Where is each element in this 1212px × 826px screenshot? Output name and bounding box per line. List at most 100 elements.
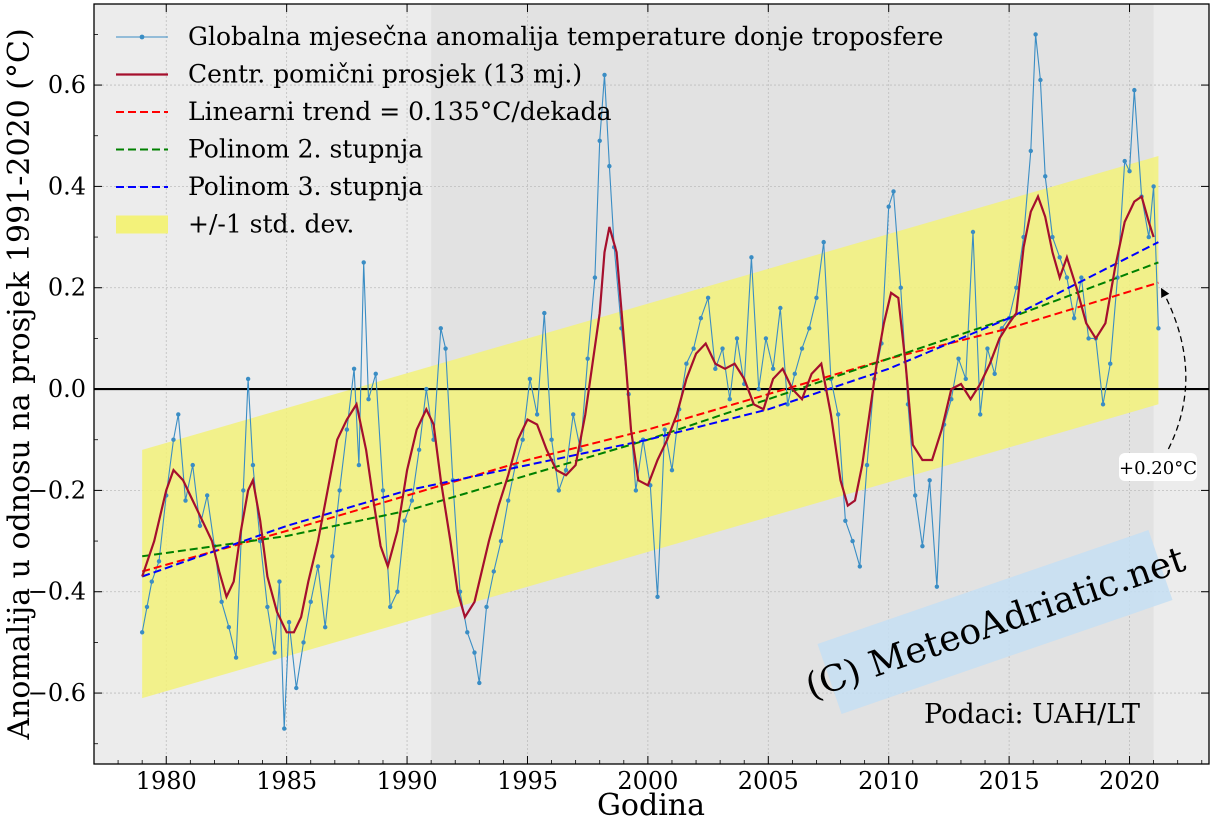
legend-label: +/-1 std. dev. [188, 210, 354, 239]
monthly-anomaly-point [233, 655, 239, 660]
monthly-anomaly-point [807, 326, 812, 331]
monthly-anomaly-point [388, 604, 393, 610]
monthly-anomaly-point [361, 260, 366, 265]
monthly-anomaly-point [571, 412, 576, 417]
x-tick-label: 2015 [979, 767, 1040, 795]
trend-line [141, 281, 1159, 573]
monthly-anomaly-point [1100, 402, 1106, 407]
monthly-anomaly-point [139, 630, 145, 635]
monthly-anomaly-point [330, 554, 335, 559]
monthly-anomaly-point [498, 538, 504, 544]
monthly-anomaly-point [477, 680, 482, 686]
monthly-anomaly-point [585, 356, 590, 361]
monthly-anomaly-point [1033, 32, 1038, 37]
monthly-anomaly-point [891, 189, 896, 194]
monthly-anomaly-point [1043, 174, 1048, 179]
legend-label: Centr. pomični prosjek (13 mj.) [188, 60, 582, 89]
monthly-anomaly-point [1086, 336, 1091, 341]
monthly-anomaly-point [171, 437, 176, 442]
monthly-anomaly-point [556, 488, 561, 493]
monthly-anomaly-point [607, 163, 612, 169]
monthly-anomaly-point [144, 604, 150, 610]
monthly-anomaly-point [176, 412, 181, 417]
monthly-anomaly-point [286, 619, 292, 625]
monthly-anomaly-point [1122, 158, 1127, 164]
x-tick-label: 1980 [136, 767, 197, 795]
axes: 1980 1985 1990 1995 2000 2005 2010 2015 2020 −0.6… [28, 4, 1209, 795]
monthly-anomaly-point [705, 295, 711, 301]
trend-arrow [1160, 287, 1187, 450]
legend: Globalna mjesečna anomalija temperature … [116, 22, 943, 239]
monthly-anomaly-point [927, 478, 932, 483]
monthly-anomaly-point [190, 462, 195, 468]
monthly-anomaly-point [1064, 275, 1070, 280]
x-tick-label: 2000 [617, 767, 678, 795]
monthly-anomaly-point [655, 594, 660, 599]
monthly-anomaly-point [633, 488, 639, 493]
monthly-anomaly-point [183, 498, 188, 503]
monthly-anomaly-point [219, 599, 224, 605]
monthly-anomaly-point [1071, 315, 1077, 321]
y-tick-label: 0.4 [48, 172, 86, 200]
monthly-anomaly-point [241, 488, 246, 493]
monthly-anomaly-point [272, 650, 277, 655]
monthly-anomaly-point [978, 412, 983, 417]
monthly-anomaly-point [850, 538, 855, 544]
monthly-anomaly-point [438, 326, 443, 331]
monthly-anomaly-point [506, 498, 511, 503]
y-tick-label: 0.0 [48, 375, 86, 403]
x-tick-label: 2010 [858, 767, 919, 795]
x-tick-label: 2005 [738, 767, 799, 795]
y-tick-label: −0.4 [28, 578, 86, 606]
std-dev-band [142, 156, 1159, 699]
monthly-anomaly-point [592, 275, 598, 280]
monthly-anomaly-point [402, 518, 407, 523]
monthly-anomaly-point [835, 412, 841, 417]
monthly-anomaly-point [149, 579, 154, 584]
monthly-anomaly-point [691, 346, 696, 351]
monthly-anomaly-point [197, 523, 203, 529]
monthly-anomaly-point [351, 366, 357, 371]
trend-lines [141, 241, 1159, 578]
moving-average-series [141, 193, 1155, 634]
monthly-anomaly-line [141, 34, 1159, 729]
monthly-anomaly-point [520, 437, 525, 442]
legend-label: Polinom 2. stupnja [188, 135, 423, 164]
monthly-anomaly-point [226, 625, 232, 630]
monthly-anomaly-point [602, 72, 607, 78]
monthly-anomaly-point [662, 427, 667, 432]
x-tick-label: 1990 [377, 767, 438, 795]
monthly-anomaly-point [843, 518, 848, 523]
moving-average-line [141, 193, 1155, 634]
monthly-anomaly-point [727, 397, 732, 402]
monthly-anomaly-point [857, 564, 863, 569]
monthly-anomaly-point [713, 366, 718, 371]
monthly-anomaly-point [684, 361, 689, 366]
monthly-anomaly-point [720, 346, 725, 351]
x-tick-label: 1985 [256, 767, 317, 795]
legend-label: Linearni trend = 0.135°C/dekada [188, 97, 612, 126]
monthly-anomaly-point [366, 397, 371, 402]
monthly-anomaly-point [785, 402, 790, 407]
trend-change-box [1119, 453, 1197, 481]
monthly-anomaly-point [250, 462, 256, 468]
monthly-anomaly-point [301, 640, 306, 645]
monthly-anomaly-point [963, 376, 968, 382]
monthly-anomaly-point [1108, 361, 1113, 366]
monthly-anomaly-point [424, 386, 429, 392]
monthly-anomaly-point [956, 356, 961, 361]
monthly-anomaly-point [734, 336, 740, 341]
legend-label: Globalna mjesečna anomalija temperature … [188, 22, 943, 51]
monthly-anomaly-point [1079, 275, 1084, 280]
monthly-anomaly-point [1028, 148, 1033, 154]
monthly-anomaly-point [1151, 184, 1156, 189]
monthly-anomaly-point [749, 255, 754, 260]
monthly-anomaly-point [920, 543, 925, 549]
x-tick-label: 1995 [497, 767, 558, 795]
monthly-anomaly-point [992, 371, 997, 377]
monthly-anomaly-point [484, 604, 489, 610]
monthly-anomaly-point [395, 589, 400, 594]
monthly-anomaly-point [549, 437, 554, 442]
monthly-anomaly-point [245, 376, 251, 382]
x-tick-label: 2020 [1099, 767, 1160, 795]
